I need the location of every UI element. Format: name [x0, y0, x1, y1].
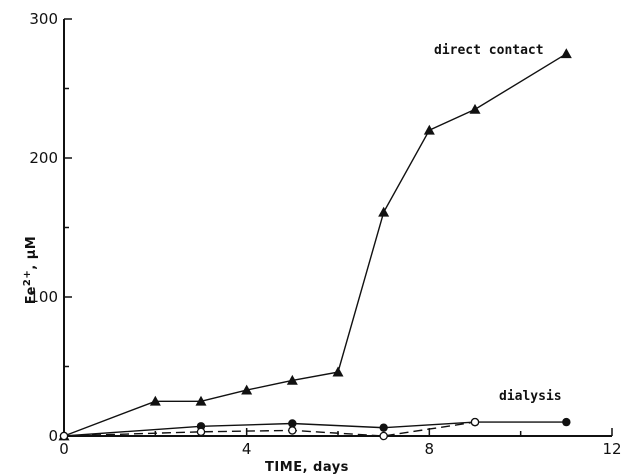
- data-point-open-circle: [470, 417, 480, 427]
- series-label-direct-contact: direct contact: [434, 43, 544, 58]
- y-axis-title-unit: , μM: [24, 236, 39, 270]
- data-point-open-circle: [288, 426, 297, 435]
- data-point-triangle: [241, 384, 253, 395]
- data-point-triangle: [469, 103, 481, 114]
- series-layer: [58, 48, 572, 441]
- data-point-open-circle: [379, 431, 388, 441]
- ticks: 0 100 200 300 0 4 8 12: [29, 10, 621, 458]
- data-point-circle: [379, 423, 388, 432]
- y-axis-title: Fe2+, μM: [22, 236, 40, 304]
- data-point-triangle: [423, 124, 435, 135]
- x-axis-title: TIME, days: [265, 460, 349, 475]
- y-tick-label: 100: [29, 288, 58, 306]
- data-point-circle: [562, 417, 571, 427]
- data-point-open-circle: [196, 427, 206, 437]
- y-tick-label: 200: [29, 149, 58, 167]
- y-axis-title-base: Fe: [24, 286, 39, 304]
- series-line-2: [63, 421, 567, 437]
- x-tick-label: 8: [425, 440, 435, 458]
- x-tick-label: 12: [602, 440, 621, 458]
- y-axis-title-sup: 2+: [22, 270, 33, 286]
- data-point-triangle: [378, 206, 390, 217]
- data-point-open-circle: [59, 431, 69, 441]
- data-point-circle: [288, 419, 297, 428]
- series-label-dialysis: dialysis: [499, 389, 562, 404]
- y-tick-label: 300: [29, 10, 58, 28]
- y-tick-label: 0: [48, 427, 58, 445]
- x-tick-label: 4: [242, 440, 252, 458]
- x-tick-label: 0: [59, 440, 69, 458]
- series-line-1: [63, 53, 567, 437]
- data-point-triangle: [149, 395, 161, 406]
- data-point-triangle: [286, 374, 298, 385]
- data-point-triangle: [332, 366, 344, 377]
- data-point-triangle: [560, 48, 572, 59]
- data-point-triangle: [195, 395, 207, 406]
